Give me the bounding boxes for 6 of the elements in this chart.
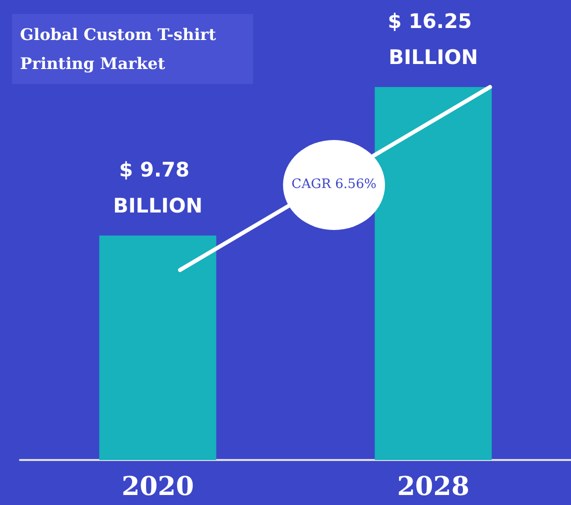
data-label: $ 16.25 BILLION — [388, 9, 479, 69]
x-tick-label: 2020 — [122, 472, 194, 502]
x-tick-label: 2028 — [397, 472, 470, 502]
chart-title: Global Custom T-shirt Printing Market — [12, 14, 253, 84]
data-label: $ 9.78 BILLION — [113, 158, 202, 218]
oval-badge: CAGR 6.56% — [283, 140, 385, 230]
